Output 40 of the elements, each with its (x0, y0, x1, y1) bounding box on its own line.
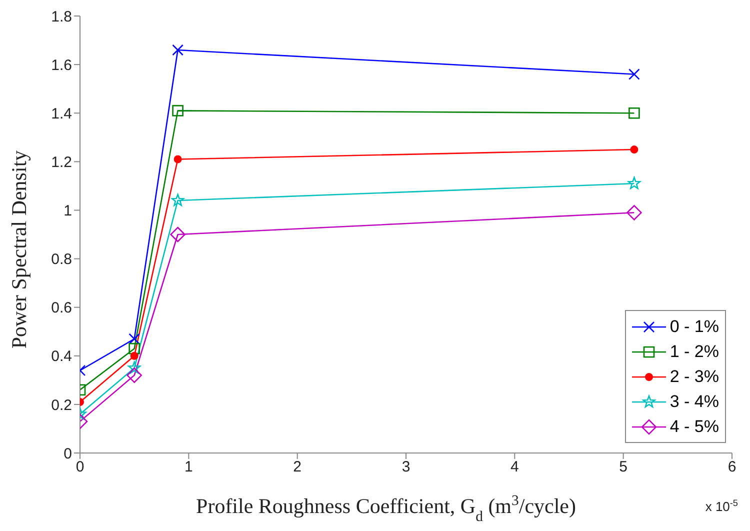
x-tick-label: 4 (510, 458, 519, 476)
y-tick-label: 0 (64, 445, 72, 462)
legend-label: 0 - 1% (670, 316, 719, 336)
point (628, 176, 641, 190)
x-axis-title: Profile Roughness Coefficient, G$_{d}$ (m$^{3}$/cycle) (196, 493, 576, 525)
x-tick-label: 1 (184, 458, 193, 476)
y-tick-label: 0.4 (51, 348, 72, 366)
point (172, 105, 184, 116)
legend-label: 4 - 5% (670, 416, 719, 436)
y-tick-label: 1.6 (51, 56, 72, 74)
y-axis-title: Power Spectral Density (7, 150, 31, 349)
point (126, 368, 142, 383)
point (174, 155, 182, 164)
x-tick-label: 0 (76, 458, 84, 476)
point (128, 361, 141, 374)
text: x 10$^{-5}$ (705, 498, 738, 514)
legend-label: 1 - 2% (670, 342, 719, 362)
y-tick-label: 1.4 (51, 105, 72, 122)
y-tick-label: 1.8 (51, 8, 72, 26)
point (626, 205, 642, 220)
point (130, 352, 138, 360)
point (628, 107, 640, 119)
point (128, 342, 140, 354)
y-tick-label: 1 (64, 202, 72, 220)
y-tick-label: 0.6 (51, 300, 72, 317)
point (170, 226, 186, 242)
point (171, 194, 184, 206)
x-tick-label: 5 (619, 458, 628, 476)
legend-label: 3 - 4% (670, 392, 719, 412)
x-tick-label: 6 (728, 458, 736, 476)
y-tick-label: 1.2 (51, 154, 72, 171)
point (628, 68, 640, 80)
y-tick-label: 0.2 (51, 396, 72, 414)
legend-label: 2 - 3% (670, 366, 719, 386)
point (172, 44, 184, 56)
point (630, 146, 638, 154)
x-tick-label: 2 (293, 458, 302, 476)
y-tick-label: 0.8 (51, 251, 72, 268)
point (128, 333, 140, 345)
x-tick-label: 3 (402, 458, 410, 476)
